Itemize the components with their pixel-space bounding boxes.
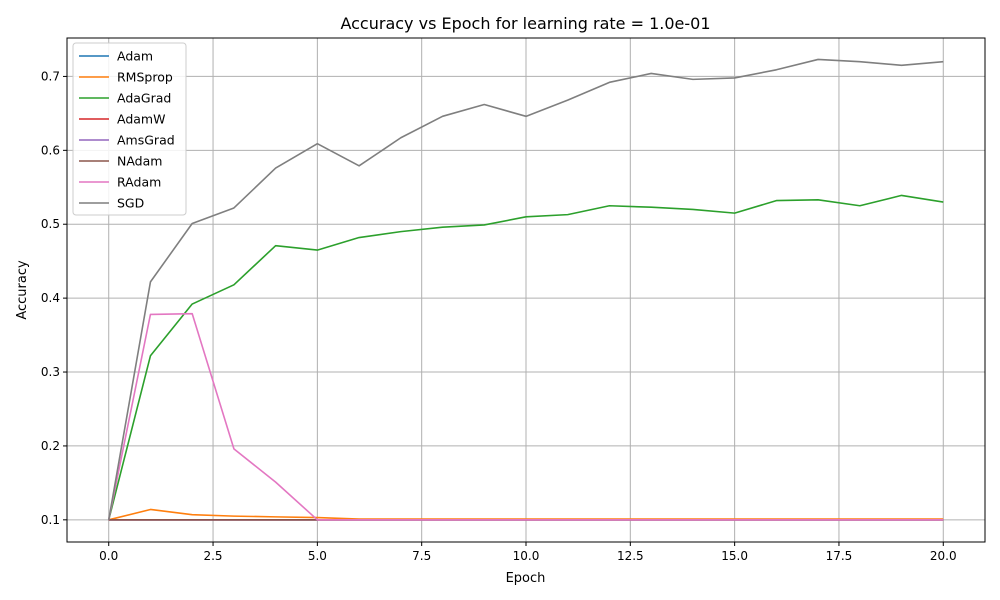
x-tick-label: 2.5 — [203, 549, 222, 563]
y-tick-label: 0.3 — [41, 365, 60, 379]
legend-label-sgd: SGD — [117, 196, 144, 211]
y-tick-label: 0.2 — [41, 439, 60, 453]
legend-label-rmsprop: RMSprop — [117, 70, 173, 85]
legend-box — [72, 42, 187, 216]
y-axis-label: Accuracy — [15, 260, 30, 320]
x-tick-label: 15.0 — [721, 549, 748, 563]
series-line-radam — [107, 312, 944, 521]
y-tick-label: 0.1 — [41, 513, 60, 527]
y-tick-label: 0.6 — [41, 143, 60, 157]
x-axis-label: Epoch — [506, 571, 546, 586]
x-tick-label: 12.5 — [617, 549, 644, 563]
y-tick-label: 0.7 — [41, 69, 60, 83]
legend-label-adagrad: AdaGrad — [117, 91, 171, 106]
legend-label-radam: RAdam — [117, 175, 161, 190]
legend-label-adam: Adam — [117, 49, 153, 64]
y-tick-label: 0.5 — [41, 217, 60, 231]
legend: Adam RMSprop AdaGrad AdamW AmsGrad NAdam RAdam… — [72, 42, 187, 216]
x-tick-label: 17.5 — [826, 549, 853, 563]
y-tick-label: 0.4 — [41, 291, 60, 305]
legend-label-amsgrad: AmsGrad — [117, 133, 175, 148]
x-tick-label: 7.5 — [412, 549, 431, 563]
legend-label-adamw: AdamW — [117, 112, 165, 127]
series-layer — [107, 58, 944, 521]
x-tick-label: 10.0 — [513, 549, 540, 563]
x-tick-label: 5.0 — [308, 549, 327, 563]
legend-label-nadam: NAdam — [117, 154, 162, 169]
x-tick-label: 20.0 — [930, 549, 957, 563]
series-line-adagrad — [107, 194, 944, 521]
series-line-sgd — [107, 58, 944, 520]
tick-layer: 0.0 2.5 5.0 7.5 10.0 12.5 15.0 17.5 20.0 0.1 0.2 0.… — [41, 69, 957, 563]
x-tick-label: 0.0 — [99, 549, 118, 563]
chart-title: Accuracy vs Epoch for learning rate = 1.… — [340, 14, 710, 33]
